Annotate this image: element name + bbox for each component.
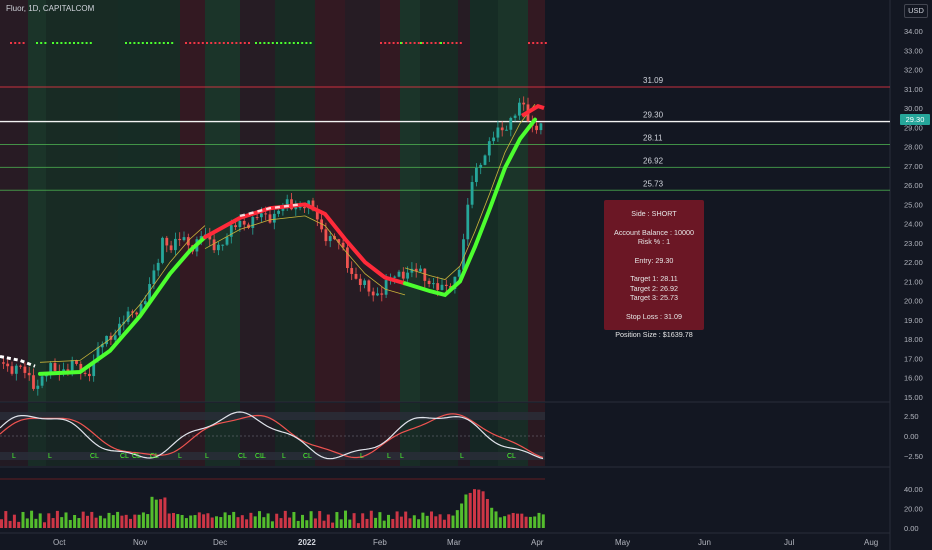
price-axis-label: 27.00 (904, 162, 923, 171)
time-axis-label: Dec (213, 538, 227, 547)
price-axis-label: 33.00 (904, 46, 923, 55)
cl-signal-label: L (178, 453, 182, 460)
price-axis-label: 29.00 (904, 123, 923, 132)
price-axis-label: 17.00 (904, 354, 923, 363)
price-axis-label: 23.00 (904, 239, 923, 248)
price-axis-label: 28.00 (904, 143, 923, 152)
trade-entry: Entry: 29.30 (634, 255, 674, 265)
cl-signal-label: CL (303, 453, 312, 460)
cl-signal-label: L (387, 453, 391, 460)
cl-signal-label: CL (255, 453, 264, 460)
price-axis-label: 15.00 (904, 393, 923, 402)
cl-signal-label: CL (238, 453, 247, 460)
cl-signal-label: L (48, 453, 52, 460)
trade-account-balance: Account Balance : 10000 (614, 227, 694, 237)
level-label-1: 31.09 (643, 76, 664, 85)
time-axis-label: Jul (784, 538, 794, 547)
volume-pane[interactable]: 40.00 20.00 0.00 (0, 478, 923, 533)
trade-level-lines: 31.09 29.30 28.11 26.92 25.73 (0, 76, 890, 191)
trade-info-box: Side : SHORT Account Balance : 10000 Ris… (604, 200, 704, 339)
price-axis-label: 18.00 (904, 335, 923, 344)
signal-dots-row (10, 42, 547, 44)
time-axis-label: 2022 (298, 538, 316, 547)
trade-stop-loss: Stop Loss : 31.09 (626, 311, 682, 321)
time-axis-label: May (615, 538, 630, 547)
trade-target-3: Target 3: 25.73 (630, 293, 678, 302)
time-axis-label: Feb (373, 538, 387, 547)
volume-axis-label: 20.00 (904, 505, 923, 514)
cl-signal-label: CL (507, 453, 516, 460)
trade-target-2: Target 2: 26.92 (630, 283, 678, 293)
trade-target-1: Target 1: 28.11 (630, 274, 678, 283)
time-axis-label: Oct (53, 538, 66, 547)
level-label-3: 28.11 (643, 133, 663, 142)
price-axis-label: 26.00 (904, 181, 923, 190)
oscillator-axis-label: 0.00 (904, 432, 919, 441)
price-axis-label: 25.00 (904, 200, 923, 209)
price-axis-label: 30.00 (904, 104, 923, 113)
price-axis-label: 24.00 (904, 220, 923, 229)
cl-signal-label: L (262, 453, 266, 460)
cl-signal-label: L (400, 453, 404, 460)
oscillator-pane[interactable]: L L CL CL CL CL L L CL CLL L CL L L L L CL2.500.00−2.50 (0, 411, 923, 461)
volume-axis-label: 40.00 (904, 485, 923, 494)
time-axis-label: Jun (698, 538, 711, 547)
cl-signal-label: CL (150, 453, 159, 460)
time-axis-label: Nov (133, 538, 147, 547)
currency-button[interactable]: USD (904, 4, 928, 18)
price-axis-label: 32.00 (904, 66, 923, 75)
time-axis-label: Mar (447, 538, 461, 547)
price-axis[interactable]: 34.00 33.00 32.00 31.00 30.00 29.00 28.00 27.00… (904, 27, 923, 402)
level-label-2: 29.30 (643, 111, 664, 120)
price-axis-label: 16.00 (904, 374, 923, 383)
cl-signal-label: L (12, 453, 16, 460)
cl-signal-label: L (282, 453, 286, 460)
cl-signal-label: L (360, 453, 364, 460)
time-axis-label: Apr (531, 538, 544, 547)
price-axis-label: 34.00 (904, 27, 923, 36)
cl-signal-label: CL (132, 453, 141, 460)
trade-side: Side : SHORT (631, 209, 677, 218)
cl-signal-label: CL (90, 453, 99, 460)
trade-risk: Risk % : 1 (637, 237, 671, 246)
signal-background-bands (0, 0, 545, 466)
time-axis[interactable]: Oct Nov Dec 2022 Feb Mar Apr May Jun Jul Aug (53, 538, 878, 547)
trade-position-size: Position Size : $1639.78 (615, 330, 693, 339)
time-axis-label: Aug (864, 538, 878, 547)
oscillator-axis-label: −2.50 (904, 452, 923, 461)
cl-signal-label: L (205, 453, 209, 460)
volume-axis-label: 0.00 (904, 524, 919, 533)
price-axis-label: 21.00 (904, 277, 923, 286)
price-axis-label: 19.00 (904, 316, 923, 325)
level-label-4: 26.92 (643, 156, 664, 165)
price-axis-label: 20.00 (904, 297, 923, 306)
price-axis-label: 22.00 (904, 258, 923, 267)
level-label-5: 25.73 (643, 179, 664, 188)
last-price-tag: 29.30 (900, 114, 930, 125)
price-axis-label: 31.00 (904, 85, 923, 94)
oscillator-axis-label: 2.50 (904, 412, 919, 421)
trend-ribbon (0, 103, 545, 376)
symbol-title[interactable]: Fluor, 1D, CAPITALCOM (6, 4, 95, 13)
cl-signal-label: CL (120, 453, 129, 460)
cl-signal-label: L (460, 453, 464, 460)
